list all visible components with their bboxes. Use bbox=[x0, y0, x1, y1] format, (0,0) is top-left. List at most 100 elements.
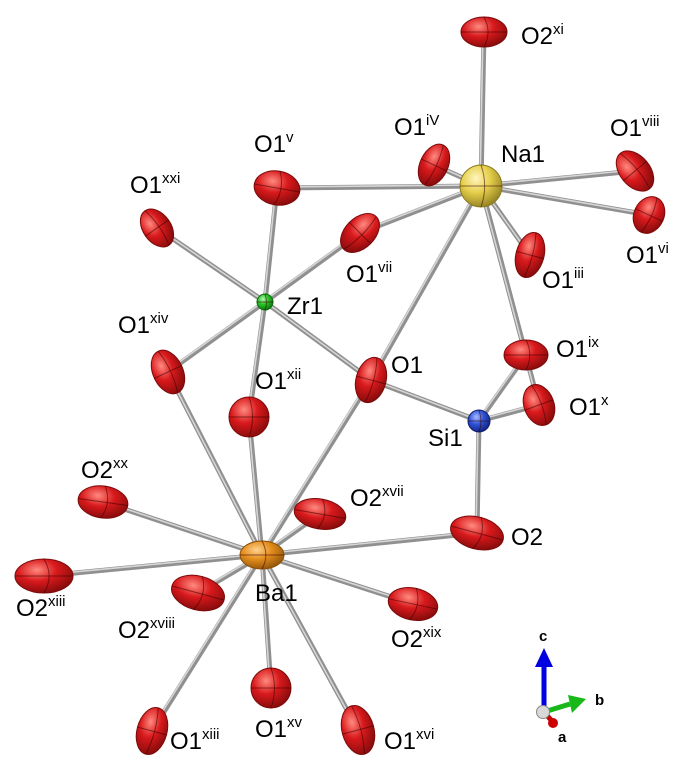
atom-label-superscript: xv bbox=[287, 714, 303, 731]
bond-highlight-Ba1-O2xix bbox=[260, 553, 413, 604]
ellipsoid-axis bbox=[343, 216, 377, 250]
ellipsoid-axis bbox=[450, 525, 504, 541]
ellipsoid-axis bbox=[145, 219, 169, 237]
bonds-layer bbox=[41, 29, 652, 734]
atom-label-O2xix: O2xix bbox=[391, 624, 442, 653]
bond-highlight-Na1-O1x bbox=[479, 184, 539, 405]
atom-label-name: O1 bbox=[569, 394, 601, 421]
ellipsoid-axis bbox=[294, 508, 346, 520]
atom-label-O1vi: O1vi bbox=[626, 240, 669, 269]
atom-label-name: O2 bbox=[81, 457, 113, 484]
bond-Zr1-O1v bbox=[262, 185, 280, 305]
atom-O1xii bbox=[228, 396, 270, 438]
ellipsoid-axis bbox=[523, 232, 537, 278]
bond-highlight-Ba1-O1xv bbox=[260, 553, 271, 688]
atom-O1vi bbox=[632, 196, 666, 234]
atom-label-Na1: Na1 bbox=[501, 141, 545, 168]
ellipsoid-axis bbox=[157, 350, 179, 393]
atom-label-O1viii: O1viii bbox=[610, 113, 660, 142]
atom-O1v bbox=[253, 170, 301, 206]
ellipsoid-axis bbox=[640, 197, 658, 233]
atom-label-O1xiv: O1xiv bbox=[118, 310, 169, 339]
atom-label-O1: O1 bbox=[391, 352, 423, 379]
axis-origin bbox=[536, 705, 550, 719]
ellipsoid-axis bbox=[248, 396, 253, 438]
ellipsoid-axis bbox=[635, 208, 663, 222]
atom-label-O2xvii: O2xvii bbox=[350, 483, 404, 512]
atom-label-O2xx: O2xx bbox=[81, 455, 129, 484]
atom-O1viii bbox=[615, 150, 655, 192]
ellipsoid-axis bbox=[524, 399, 554, 411]
atom-Si1 bbox=[467, 409, 491, 433]
atom-label-O1iii: O1iii bbox=[542, 265, 584, 294]
atom-O2xx bbox=[77, 485, 129, 519]
atom-O2xix bbox=[387, 587, 439, 621]
ellipsoid-axis bbox=[421, 158, 447, 172]
bond-Ba1-O2 bbox=[259, 530, 480, 558]
bond-highlight-Na1-O2xi bbox=[479, 30, 484, 186]
bond-highlight-Na1-O1viii bbox=[479, 169, 635, 186]
atom-label-Zr1: Zr1 bbox=[287, 293, 323, 320]
atom-label-O1xxi: O1xxi bbox=[130, 170, 180, 199]
atom-label-name: O1 bbox=[118, 312, 150, 339]
atom-label-O2xi: O2xi bbox=[521, 21, 564, 50]
ellipsoid-axis bbox=[264, 293, 267, 311]
bond-highlight-Ba1-O1xiii bbox=[150, 553, 262, 731]
atom-label-Ba1: Ba1 bbox=[255, 580, 298, 607]
atom-label-superscript: xiii bbox=[48, 593, 66, 610]
atom-label-superscript: xiii bbox=[202, 726, 220, 743]
ellipsoid-axis bbox=[254, 183, 300, 193]
atoms-layer bbox=[14, 16, 666, 756]
atom-label-O2: O2 bbox=[511, 524, 543, 551]
atom-label-name: O2 bbox=[391, 626, 423, 653]
atom-label-O1ix: O1ix bbox=[556, 334, 599, 363]
atom-label-superscript: vii bbox=[378, 259, 392, 276]
atom-label-name: O1 bbox=[542, 267, 574, 294]
atom-label-name: O1 bbox=[130, 172, 162, 199]
atom-label-superscript: iii bbox=[574, 265, 584, 282]
bond-Na1-O2xi bbox=[478, 29, 487, 189]
ellipsoid-axis bbox=[525, 339, 531, 371]
ellipsoid-axis bbox=[531, 384, 547, 425]
bond-highlight-Ba1-O1 bbox=[260, 378, 371, 555]
ellipsoid-axis bbox=[270, 667, 275, 709]
atom-label-name: Na1 bbox=[501, 141, 545, 168]
axis-indicator: c b a bbox=[535, 628, 604, 746]
ellipsoid-axis bbox=[171, 585, 225, 601]
atom-label-superscript: xx bbox=[113, 455, 129, 472]
atom-label-O1iv: O1iV bbox=[394, 112, 439, 141]
ellipsoid-axis bbox=[193, 576, 205, 610]
atom-label-name: O2 bbox=[16, 595, 48, 622]
atom-label-superscript: vi bbox=[658, 240, 669, 257]
atom-Zr1 bbox=[256, 293, 274, 311]
atom-label-name: O1 bbox=[346, 261, 378, 288]
ellipsoid-axis bbox=[351, 705, 365, 755]
ellipsoid-axis bbox=[349, 222, 371, 244]
atom-O1xiii bbox=[135, 706, 169, 756]
bond-Na1-O1 bbox=[368, 183, 484, 383]
ellipsoid-axis bbox=[623, 160, 647, 182]
atom-O1x bbox=[522, 384, 556, 426]
ellipsoid-axis bbox=[364, 357, 378, 403]
bond-Na1-O1vi bbox=[478, 183, 652, 218]
atom-label-O1v: O1v bbox=[254, 129, 294, 158]
ellipsoid-axis bbox=[154, 365, 182, 379]
atom-O2xiii bbox=[14, 558, 74, 594]
ellipsoid-axis bbox=[273, 171, 282, 206]
bond-highlight-Zr1-O1xiv bbox=[166, 300, 265, 372]
atom-label-name: O1 bbox=[384, 728, 416, 755]
atom-label-name: O1 bbox=[255, 716, 287, 743]
ellipsoid-axis bbox=[472, 517, 483, 549]
bond-highlight-Zr1-O1xxi bbox=[155, 226, 265, 302]
bond-Si1-O2 bbox=[474, 418, 482, 536]
atom-label-name: O2 bbox=[511, 524, 543, 551]
bond-highlight-Na1-O1 bbox=[369, 184, 481, 380]
bond-Ba1-O2xiii bbox=[41, 552, 265, 579]
bond-highlight-Ba1-O2xiii bbox=[42, 553, 262, 576]
axis-a-tip bbox=[548, 718, 558, 728]
bond-highlight-Si1-O1 bbox=[369, 378, 479, 421]
bond-Na1-O1viii bbox=[478, 168, 638, 189]
bond-Ba1-O1xii bbox=[246, 414, 265, 558]
bond-highlight-Zr1-O1v bbox=[263, 186, 277, 302]
bond-highlight-Na1-O1vi bbox=[479, 184, 649, 215]
